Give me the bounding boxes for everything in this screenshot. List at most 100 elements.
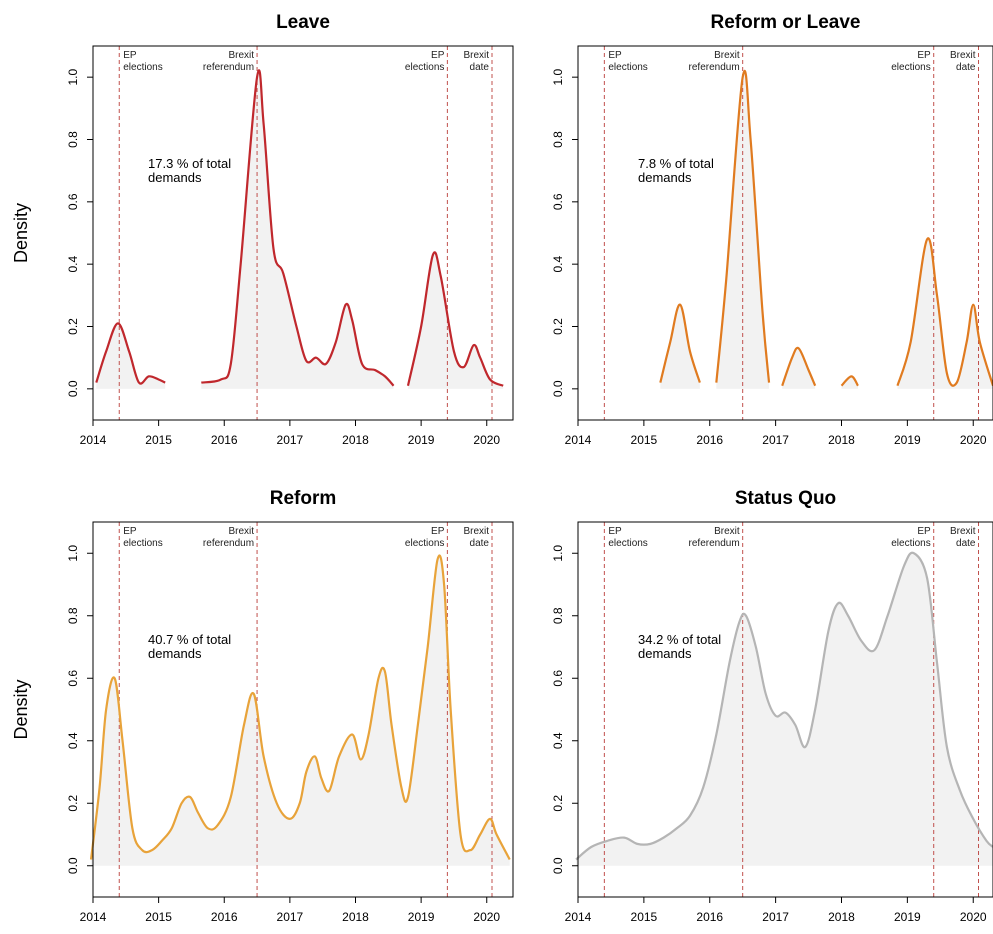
panel-3-ytick-label-4: 0.6 bbox=[66, 670, 80, 687]
panel-2-xtick-label-1: 2014 bbox=[565, 433, 592, 447]
panel-1-ytick-label-3: 0.4 bbox=[66, 256, 80, 273]
panel-3-event-label-4-2: date bbox=[470, 538, 490, 549]
panel-1-ytick-label-1: 0.0 bbox=[66, 380, 80, 397]
panel-2-ytick-label-3: 0.4 bbox=[551, 256, 565, 273]
panel-2-series-line-2 bbox=[715, 69, 771, 383]
panel-4-ytick-label-1: 0.0 bbox=[551, 857, 565, 874]
panel-2-series-line-5 bbox=[896, 237, 993, 387]
panel-2-series-line-4 bbox=[840, 375, 859, 387]
panel-1-area-3 bbox=[408, 252, 504, 389]
panel-4-xtick-label-2: 2015 bbox=[631, 910, 658, 924]
panel-3-title: Reform bbox=[270, 488, 337, 509]
panel-4-ytick-label-2: 0.2 bbox=[551, 795, 565, 812]
panel-2-xtick-label-5: 2018 bbox=[828, 433, 855, 447]
panel-3-ytick-label-6: 1.0 bbox=[66, 545, 80, 562]
panel-1-event-label-2-2: referendum bbox=[203, 62, 254, 73]
panel-2-event-label-4-2: date bbox=[956, 62, 976, 73]
panel-1-event-label-1-1: EP bbox=[123, 50, 137, 61]
panel-1-event-label-1-2: elections bbox=[123, 62, 162, 73]
panel-2-frame bbox=[577, 45, 993, 421]
panel-1-series-line-3 bbox=[406, 251, 504, 387]
panel-3-xtick-label-2: 2015 bbox=[145, 910, 172, 924]
panel-4-event-label-4-1: Brexit bbox=[950, 526, 976, 537]
panel-1-xtick-label-4: 2017 bbox=[277, 433, 304, 447]
panel-2-xtick-label-4: 2017 bbox=[762, 433, 789, 447]
panel-3-xtick-label-4: 2017 bbox=[277, 910, 304, 924]
panel-4-event-label-3-2: elections bbox=[891, 538, 930, 549]
panel-1-area-1 bbox=[96, 323, 166, 389]
panel-1-ytick-label-6: 1.0 bbox=[66, 69, 80, 86]
panel-3-xtick-label-5: 2018 bbox=[342, 910, 369, 924]
panel-3-annotation-line-1: 40.7 % of total bbox=[148, 632, 231, 647]
panel-1-xtick-label-5: 2018 bbox=[342, 433, 369, 447]
panel-3-ytick-label-3: 0.4 bbox=[66, 732, 80, 749]
panel-4-ytick-label-3: 0.4 bbox=[551, 732, 565, 749]
panel-3-ytick-label-2: 0.2 bbox=[66, 795, 80, 812]
panel-3-ytick-label-5: 0.8 bbox=[66, 607, 80, 624]
panel-1-annotation-line-1: 17.3 % of total bbox=[148, 156, 231, 171]
panel-1-series-line-1 bbox=[95, 322, 166, 385]
panel-2-series-line-1 bbox=[659, 303, 701, 383]
panel-4-area-1 bbox=[576, 552, 993, 866]
panel-1-event-label-4-1: Brexit bbox=[463, 50, 489, 61]
panel-2-title: Reform or Leave bbox=[711, 12, 861, 33]
panel-1-frame bbox=[92, 45, 514, 421]
panel-4-xtick-label-5: 2018 bbox=[828, 910, 855, 924]
panel-4-series-line-1 bbox=[575, 551, 993, 861]
panel-2-event-label-1-2: elections bbox=[608, 62, 647, 73]
panel-2-annotation-line-2: demands bbox=[638, 170, 692, 185]
panel-1-xtick-label-2: 2015 bbox=[145, 433, 172, 447]
panel-4-ytick-label-4: 0.6 bbox=[551, 670, 565, 687]
panel-4-xtick-label-7: 2020 bbox=[960, 910, 987, 924]
panel-1-annotation-line-2: demands bbox=[148, 170, 202, 185]
panel-2-xtick-label-7: 2020 bbox=[960, 433, 987, 447]
panel-2-xtick-label-2: 2015 bbox=[631, 433, 658, 447]
panel-1-xtick-label-7: 2020 bbox=[473, 433, 500, 447]
panel-4-event-label-1-1: EP bbox=[608, 526, 622, 537]
panel-3-frame bbox=[92, 521, 514, 898]
panel-2-xtick-label-3: 2016 bbox=[696, 433, 723, 447]
panel-1-event-label-3-1: EP bbox=[431, 50, 445, 61]
panel-2-event-label-3-1: EP bbox=[917, 50, 931, 61]
panel-4-xtick-label-6: 2019 bbox=[894, 910, 921, 924]
panel-3-series-line-1 bbox=[89, 554, 511, 861]
panel-4-frame bbox=[577, 521, 993, 898]
panel-4-xtick-label-4: 2017 bbox=[762, 910, 789, 924]
panel-4-title: Status Quo bbox=[735, 488, 836, 509]
panel-4-event-label-1-2: elections bbox=[608, 538, 647, 549]
panel-1-xtick-label-3: 2016 bbox=[211, 433, 238, 447]
panel-2-ytick-label-6: 1.0 bbox=[551, 69, 565, 86]
panel-4-event-label-2-2: referendum bbox=[689, 538, 740, 549]
panel-4-annotation-line-2: demands bbox=[638, 646, 692, 661]
panel-1-area-2 bbox=[201, 70, 394, 389]
panel-3-annotation-line-2: demands bbox=[148, 646, 202, 661]
panel-2-annotation-line-1: 7.8 % of total bbox=[638, 156, 714, 171]
panel-1-xtick-label-1: 2014 bbox=[80, 433, 107, 447]
panel-3-xtick-label-3: 2016 bbox=[211, 910, 238, 924]
panel-1-ytick-label-5: 0.8 bbox=[66, 131, 80, 148]
panel-2-ytick-label-5: 0.8 bbox=[551, 131, 565, 148]
panel-2-event-label-1-1: EP bbox=[608, 50, 622, 61]
panel-1-ytick-label-2: 0.2 bbox=[66, 318, 80, 335]
panel-3-xtick-label-1: 2014 bbox=[80, 910, 107, 924]
panel-4-ytick-label-6: 1.0 bbox=[551, 545, 565, 562]
panel-3-xtick-label-6: 2019 bbox=[408, 910, 435, 924]
panel-1-event-label-4-2: date bbox=[470, 62, 490, 73]
panel-2-xtick-label-6: 2019 bbox=[894, 433, 921, 447]
panel-3-xtick-label-7: 2020 bbox=[473, 910, 500, 924]
panel-1-event-label-3-2: elections bbox=[405, 62, 444, 73]
panel-2-ytick-label-1: 0.0 bbox=[551, 380, 565, 397]
panel-3-event-label-3-1: EP bbox=[431, 526, 445, 537]
panel-1-title: Leave bbox=[276, 12, 330, 33]
panel-2-event-label-2-2: referendum bbox=[689, 62, 740, 73]
panel-3-event-label-4-1: Brexit bbox=[463, 526, 489, 537]
panel-3-event-label-1-1: EP bbox=[123, 526, 137, 537]
panel-4-event-label-3-1: EP bbox=[917, 526, 931, 537]
panel-2-series-line-3 bbox=[781, 346, 817, 387]
panel-2-event-label-4-1: Brexit bbox=[950, 50, 976, 61]
panel-3-event-label-3-2: elections bbox=[405, 538, 444, 549]
panel-3-event-label-2-2: referendum bbox=[203, 538, 254, 549]
panel-4-xtick-label-1: 2014 bbox=[565, 910, 592, 924]
